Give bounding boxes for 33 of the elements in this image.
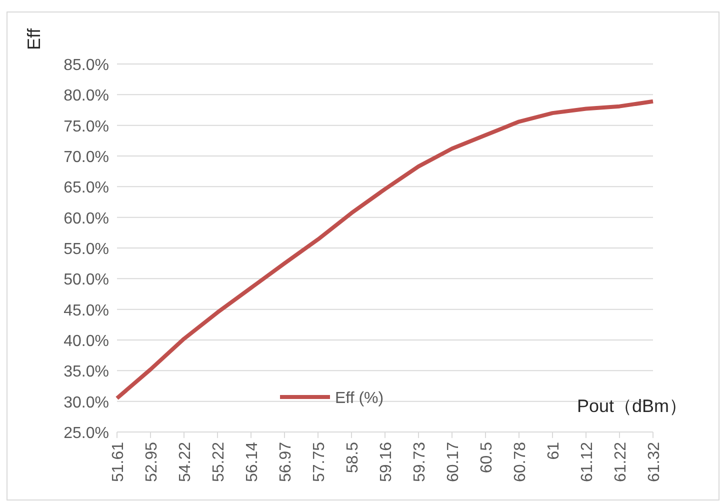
y-tick-label: 80.0% xyxy=(64,88,109,105)
x-tick-label: 55.22 xyxy=(210,442,228,482)
y-tick-label: 25.0% xyxy=(64,425,109,442)
x-tick-label: 52.95 xyxy=(144,442,160,482)
x-tick-label: 58.5 xyxy=(344,442,362,474)
y-tick-label: 85.0% xyxy=(64,57,109,74)
legend-label: Eff (%) xyxy=(335,390,384,407)
x-tick-label: 57.75 xyxy=(311,442,328,482)
x-tick-label: 60.5 xyxy=(478,442,496,474)
x-tick-label: 60.17 xyxy=(445,442,462,482)
y-tick-label: 70.0% xyxy=(64,149,109,166)
x-tick-label: 54.22 xyxy=(177,442,194,482)
y-tick-label: 60.0% xyxy=(64,210,109,228)
x-tick-label: 61.22 xyxy=(612,442,630,482)
y-tick-label: 40.0% xyxy=(64,333,109,350)
y-tick-label: 35.0% xyxy=(64,364,109,381)
y-tick-label: 45.0% xyxy=(64,302,109,320)
y-tick-label: 65.0% xyxy=(64,180,109,197)
y-tick-label: 75.0% xyxy=(64,118,109,136)
x-tick-label: 56.14 xyxy=(244,442,261,482)
y-tick-label: 30.0% xyxy=(64,394,109,412)
y-tick-label: 55.0% xyxy=(64,241,109,258)
x-tick-label: 59.16 xyxy=(378,442,395,482)
x-tick-label: 61.32 xyxy=(646,442,663,482)
x-tick-label: 51.61 xyxy=(110,442,127,482)
x-tick-label: 59.73 xyxy=(412,442,428,482)
x-tick-label: 61.12 xyxy=(579,442,596,482)
y-axis-title: Eff xyxy=(24,27,44,50)
x-tick-label: 61 xyxy=(546,442,562,460)
x-tick-label: 60.78 xyxy=(512,442,529,482)
y-tick-label: 50.0% xyxy=(64,272,109,289)
x-axis-title: Pout（dBm） xyxy=(577,396,688,416)
x-tick-label: 56.97 xyxy=(278,442,294,482)
